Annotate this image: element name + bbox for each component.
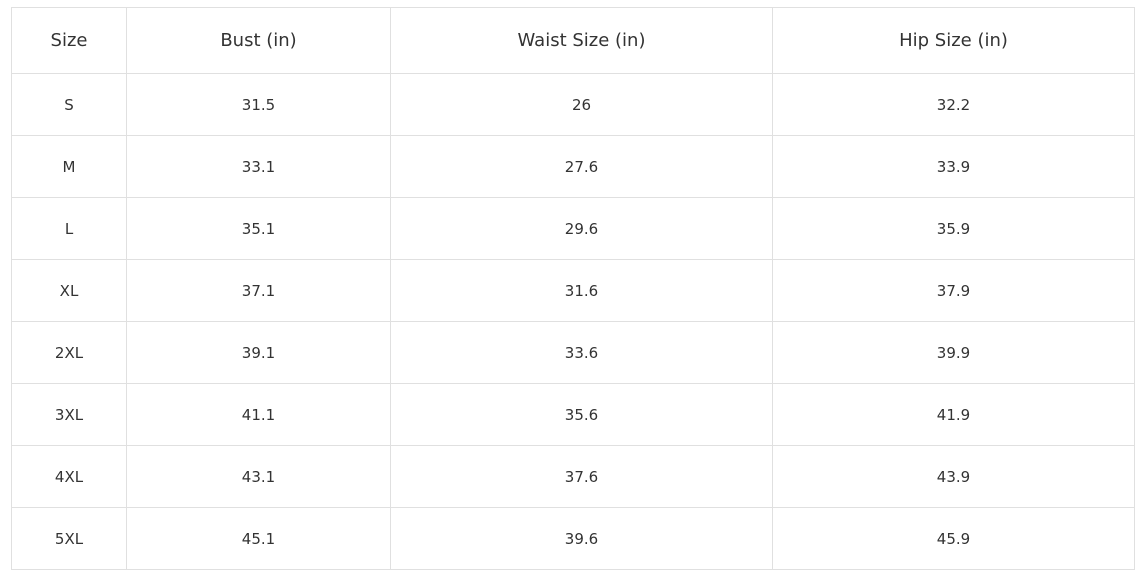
header-bust: Bust (in): [126, 7, 391, 74]
cell-waist: 39.6: [390, 507, 773, 570]
cell-size: L: [11, 197, 127, 260]
table-row: 4XL 43.1 37.6 43.9: [11, 445, 1135, 508]
header-waist: Waist Size (in): [390, 7, 773, 74]
cell-hip: 37.9: [772, 259, 1135, 322]
cell-hip: 32.2: [772, 73, 1135, 136]
cell-hip: 45.9: [772, 507, 1135, 570]
table-row: 5XL 45.1 39.6 45.9: [11, 507, 1135, 570]
table-row: 2XL 39.1 33.6 39.9: [11, 321, 1135, 384]
cell-hip: 41.9: [772, 383, 1135, 446]
header-row: Size Bust (in) Waist Size (in) Hip Size …: [11, 7, 1135, 74]
cell-size: 4XL: [11, 445, 127, 508]
cell-bust: 41.1: [126, 383, 391, 446]
table-row: M 33.1 27.6 33.9: [11, 135, 1135, 198]
cell-size: XL: [11, 259, 127, 322]
table-row: 3XL 41.1 35.6 41.9: [11, 383, 1135, 446]
table-row: L 35.1 29.6 35.9: [11, 197, 1135, 260]
header-hip: Hip Size (in): [772, 7, 1135, 74]
size-chart-table: Size Bust (in) Waist Size (in) Hip Size …: [11, 7, 1135, 570]
cell-waist: 35.6: [390, 383, 773, 446]
cell-waist: 37.6: [390, 445, 773, 508]
cell-size: 2XL: [11, 321, 127, 384]
header-size: Size: [11, 7, 127, 74]
cell-waist: 31.6: [390, 259, 773, 322]
cell-bust: 43.1: [126, 445, 391, 508]
cell-size: S: [11, 73, 127, 136]
cell-waist: 27.6: [390, 135, 773, 198]
cell-size: 3XL: [11, 383, 127, 446]
cell-bust: 35.1: [126, 197, 391, 260]
cell-bust: 37.1: [126, 259, 391, 322]
cell-hip: 35.9: [772, 197, 1135, 260]
cell-hip: 33.9: [772, 135, 1135, 198]
cell-bust: 45.1: [126, 507, 391, 570]
cell-waist: 26: [390, 73, 773, 136]
cell-waist: 29.6: [390, 197, 773, 260]
cell-hip: 43.9: [772, 445, 1135, 508]
cell-bust: 33.1: [126, 135, 391, 198]
cell-size: M: [11, 135, 127, 198]
cell-bust: 31.5: [126, 73, 391, 136]
table-row: XL 37.1 31.6 37.9: [11, 259, 1135, 322]
cell-hip: 39.9: [772, 321, 1135, 384]
cell-waist: 33.6: [390, 321, 773, 384]
table-row: S 31.5 26 32.2: [11, 73, 1135, 136]
cell-bust: 39.1: [126, 321, 391, 384]
cell-size: 5XL: [11, 507, 127, 570]
